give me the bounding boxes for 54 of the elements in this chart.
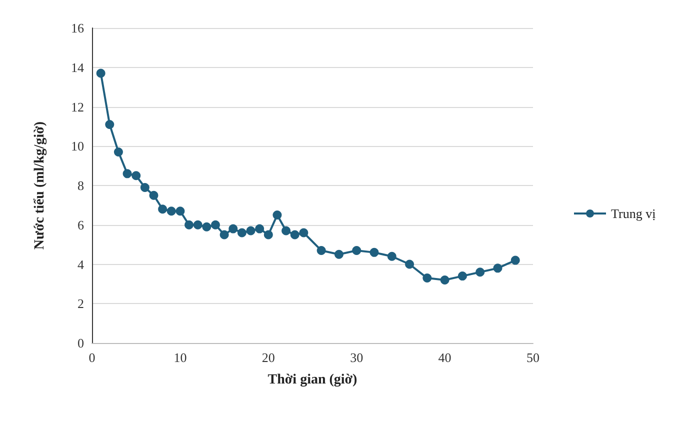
- y-tick-label: 0: [78, 336, 84, 350]
- point: [166, 206, 176, 216]
- point: [220, 230, 229, 240]
- y-tick-label: 16: [71, 20, 84, 36]
- point: [272, 210, 282, 220]
- point: [210, 220, 220, 230]
- point: [440, 276, 450, 284]
- point: [184, 220, 194, 230]
- point: [352, 246, 362, 255]
- legend-label: Trung vị: [611, 206, 656, 221]
- y-tick-label: 2: [78, 296, 84, 312]
- point: [105, 120, 114, 129]
- point: [132, 171, 141, 180]
- point: [122, 169, 132, 178]
- point: [96, 68, 106, 78]
- point: [282, 226, 291, 236]
- y-tick-label: 6: [78, 217, 84, 232]
- point: [510, 256, 520, 265]
- point: [114, 148, 123, 157]
- x-tick-label: 30: [350, 350, 364, 365]
- x-tick-label: 10: [174, 350, 187, 365]
- point: [476, 268, 485, 277]
- point: [246, 226, 256, 236]
- x-tick-label: 50: [526, 350, 540, 365]
- point: [387, 252, 396, 261]
- y-axis-title: Nước tiểu (ml/kg/giờ): [32, 121, 48, 250]
- point: [334, 250, 344, 259]
- x-tick-label: 0: [88, 350, 96, 365]
- y-tick-label: 8: [78, 178, 84, 193]
- point: [255, 224, 264, 234]
- y-tick-label: 10: [71, 138, 84, 154]
- point: [228, 224, 238, 234]
- point: [193, 220, 202, 230]
- x-tick-label: 20: [262, 350, 275, 365]
- point: [458, 272, 467, 281]
- point: [422, 274, 432, 283]
- x-axis-title: Thời gian (giờ): [268, 372, 358, 388]
- point: [264, 230, 273, 240]
- y-tick-label: 4: [78, 256, 84, 272]
- point: [316, 246, 326, 255]
- y-tick-label: 14: [71, 60, 84, 75]
- point: [299, 228, 308, 238]
- point: [158, 204, 168, 214]
- point: [140, 182, 150, 192]
- point: [237, 228, 246, 238]
- point: [290, 230, 300, 240]
- y-tick-label: 12: [71, 99, 84, 114]
- point: [493, 264, 502, 273]
- point: [202, 222, 212, 232]
- point: [370, 248, 379, 257]
- point: [405, 260, 414, 269]
- point: [149, 190, 158, 200]
- x-tick-label: 40: [438, 350, 452, 365]
- point: [176, 206, 185, 216]
